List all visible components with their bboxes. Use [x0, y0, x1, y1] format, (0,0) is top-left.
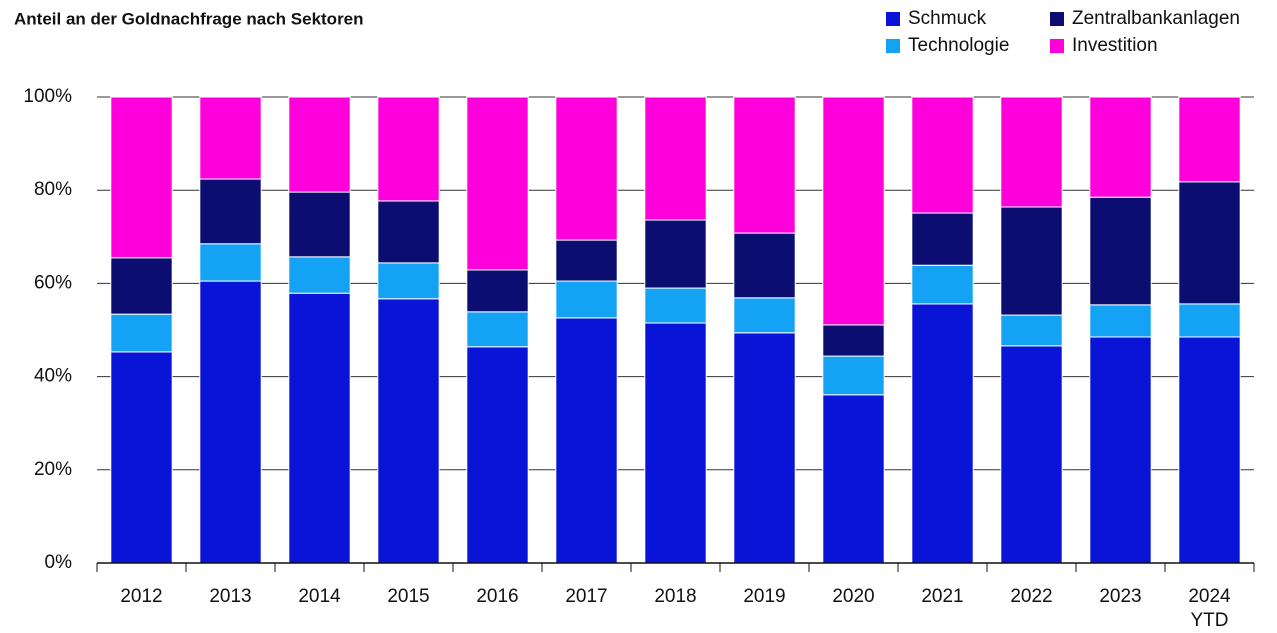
- y-tick-label: 20%: [34, 459, 72, 480]
- x-tick-label: 2019: [743, 586, 786, 607]
- x-tick-label: 2015: [387, 586, 430, 607]
- bar-segment: [555, 239, 618, 282]
- bar-segment: [1178, 96, 1241, 183]
- bar-segment: [822, 355, 885, 396]
- bar-segment: [110, 351, 173, 564]
- legend-label: Zentralbankanlagen: [1072, 8, 1240, 29]
- x-tick-label: 2022: [1010, 586, 1053, 607]
- bar-segment: [822, 394, 885, 564]
- bar-segment: [1000, 206, 1063, 316]
- bar-segment: [733, 332, 796, 564]
- bar-segment: [466, 96, 529, 271]
- bar-segment: [911, 96, 974, 214]
- x-tick-label: 2016: [476, 586, 519, 607]
- bar-segment: [288, 96, 351, 193]
- bar-segment: [822, 324, 885, 357]
- x-tick-label: 2024 YTD: [1188, 586, 1231, 631]
- x-tick-label: 2013: [209, 586, 252, 607]
- bar-segment: [1178, 336, 1241, 564]
- bar-segment: [1000, 314, 1063, 347]
- bar-segment: [555, 96, 618, 241]
- legend-swatch: [886, 12, 900, 26]
- bar-segment: [1000, 96, 1063, 208]
- bar-segment: [555, 280, 618, 319]
- y-tick-label: 80%: [34, 179, 72, 200]
- legend-swatch: [1050, 39, 1064, 53]
- x-tick-label: 2021: [921, 586, 964, 607]
- bar-segment: [911, 303, 974, 564]
- bar-segment: [377, 262, 440, 300]
- bar-segment: [377, 298, 440, 564]
- y-tick-label: 60%: [34, 272, 72, 293]
- bar-segment: [555, 317, 618, 564]
- bar-segment: [1089, 196, 1152, 306]
- x-tick-label: 2017: [565, 586, 608, 607]
- y-tick-label: 100%: [23, 86, 72, 107]
- bar-segment: [911, 212, 974, 266]
- bar-segment: [733, 297, 796, 334]
- legend-label: Technologie: [908, 35, 1009, 56]
- bar-segment: [466, 346, 529, 564]
- bar-segment: [1178, 181, 1241, 305]
- bar-segment: [733, 232, 796, 299]
- bar-segment: [288, 292, 351, 564]
- bar-segment: [644, 287, 707, 324]
- legend-swatch: [1050, 12, 1064, 26]
- bar-segment: [466, 311, 529, 348]
- bar-segment: [1178, 303, 1241, 338]
- legend-label: Investition: [1072, 35, 1158, 56]
- bar-segment: [466, 269, 529, 313]
- bar-segment: [377, 200, 440, 264]
- bar-segment: [733, 96, 796, 234]
- legend-swatch: [886, 39, 900, 53]
- bar-segment: [644, 219, 707, 289]
- bar-segment: [199, 178, 262, 245]
- bar-segment: [1000, 345, 1063, 564]
- y-tick-label: 0%: [45, 552, 73, 573]
- bar-segment: [822, 96, 885, 326]
- bar-segment: [644, 96, 707, 221]
- bar-segment: [1089, 304, 1152, 338]
- x-tick-label: 2023: [1099, 586, 1142, 607]
- y-tick-label: 40%: [34, 366, 72, 387]
- chart-title: Anteil an der Goldnachfrage nach Sektore…: [14, 9, 364, 28]
- bar-segment: [199, 96, 262, 180]
- x-tick-label: 2020: [832, 586, 875, 607]
- x-tick-label: 2012: [120, 586, 163, 607]
- x-tick-label: 2018: [654, 586, 697, 607]
- x-tick-label: 2014: [298, 586, 341, 607]
- bar-segment: [911, 264, 974, 305]
- bar-segment: [288, 256, 351, 294]
- bar-segment: [288, 191, 351, 258]
- bar-segment: [199, 243, 262, 282]
- bar-segment: [377, 96, 440, 202]
- bar-segment: [1089, 96, 1152, 198]
- legend-label: Schmuck: [908, 8, 987, 29]
- bar-segment: [110, 257, 173, 315]
- bar-segment: [199, 280, 262, 564]
- bar-segment: [110, 96, 173, 259]
- bar-segment: [1089, 336, 1152, 564]
- bar-segment: [644, 322, 707, 564]
- bar-segment: [110, 313, 173, 353]
